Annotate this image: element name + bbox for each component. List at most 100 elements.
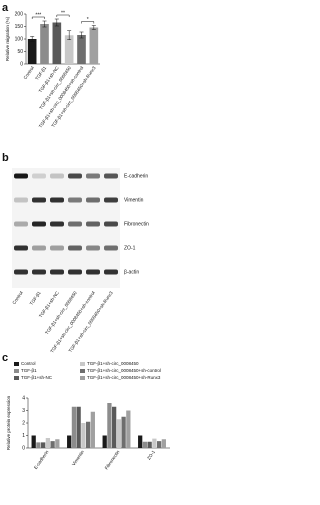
significance-label: *	[87, 17, 89, 23]
error-bar	[30, 36, 35, 42]
protein-label: Fibronectin	[124, 221, 149, 227]
bar	[55, 439, 60, 448]
blot-band	[50, 269, 64, 275]
x-tick-label: TGF-β1+sh-circ_0008450	[44, 290, 78, 335]
error-bar	[54, 18, 59, 27]
y-tick-label: 2	[22, 420, 25, 426]
legend-swatch	[80, 362, 85, 366]
blot-band	[68, 269, 82, 275]
significance-bracket	[31, 16, 45, 19]
y-tick-label: 0	[20, 61, 23, 67]
blot-band	[68, 221, 82, 227]
significance-bracket	[81, 21, 95, 24]
blot-band	[14, 221, 28, 227]
bar	[138, 435, 143, 448]
blot-band	[104, 269, 118, 275]
legend-label: TGF-β1+sh-circ_0008450+sh-control	[87, 368, 161, 373]
legend-swatch	[80, 376, 85, 380]
legend-label: Control	[21, 361, 36, 366]
bar	[81, 423, 86, 448]
panel-label: a	[2, 2, 9, 14]
bar	[76, 406, 81, 448]
blot-band	[50, 197, 64, 203]
bar	[152, 438, 157, 448]
x-tick-label: Control	[11, 290, 23, 305]
legend-swatch	[14, 376, 19, 380]
blot-band	[50, 173, 64, 179]
x-tick-label: ZO-1	[146, 449, 156, 461]
bar	[147, 441, 152, 448]
bar	[156, 441, 162, 448]
bar	[71, 406, 77, 448]
y-tick-label: 100	[15, 36, 24, 42]
bar	[121, 416, 126, 448]
blot-band	[50, 245, 64, 251]
x-tick-label: Vimentin	[71, 449, 85, 467]
bar	[31, 435, 36, 448]
x-tick-label: Fibronectin	[104, 449, 121, 471]
bar	[126, 410, 131, 448]
y-axis-label: Relative migration (%)	[5, 16, 10, 61]
y-tick-label: 50	[17, 49, 23, 55]
blot-band	[14, 269, 28, 275]
blot-band	[32, 269, 46, 275]
bar	[77, 35, 86, 64]
blot-band	[14, 197, 28, 203]
blot-band	[68, 173, 82, 179]
protein-label: β-actin	[124, 269, 139, 275]
y-tick-label: 1	[22, 433, 25, 439]
blot-band	[14, 173, 28, 179]
blot-band	[32, 245, 46, 251]
blot-band	[86, 269, 100, 275]
protein-label: ZO-1	[124, 245, 136, 251]
blot-band	[104, 173, 118, 179]
bar	[41, 442, 46, 448]
bar	[67, 435, 72, 448]
bar	[45, 438, 51, 448]
bar	[90, 411, 95, 448]
legend-label: TGF-β1+sh-circ_0008450+sh-Runx3	[87, 375, 161, 380]
blot-band	[86, 197, 100, 203]
bar	[50, 441, 55, 448]
blot-band	[32, 173, 46, 179]
bar	[52, 22, 62, 64]
protein-label: E-cadherin	[124, 173, 148, 179]
significance-bracket	[56, 14, 70, 17]
blot-band	[32, 197, 46, 203]
bar	[116, 419, 122, 448]
blot-background	[12, 168, 120, 288]
blot-band	[86, 173, 100, 179]
y-tick-label: 200	[15, 11, 24, 17]
y-tick-label: 4	[22, 395, 25, 401]
y-axis-label: Relative protein expression	[6, 395, 11, 450]
blot-band	[32, 221, 46, 227]
blot-band	[86, 245, 100, 251]
panel-label: c	[2, 352, 8, 364]
significance-label: ***	[35, 12, 41, 18]
blot-band	[50, 221, 64, 227]
y-tick-label: 0	[22, 445, 25, 451]
bar	[102, 435, 107, 448]
bar	[27, 39, 37, 64]
legend-swatch	[80, 369, 85, 373]
bar	[107, 403, 112, 448]
y-tick-label: 150	[15, 24, 24, 30]
legend-swatch	[14, 362, 19, 366]
error-bar	[79, 31, 84, 39]
bar	[89, 27, 99, 64]
error-bar	[67, 30, 72, 40]
bar	[36, 442, 41, 448]
legend-swatch	[14, 369, 19, 373]
bar	[85, 421, 91, 448]
blot-band	[14, 245, 28, 251]
figure: a b c 0 50 100 150 200 Relative migration (%)…	[2, 2, 170, 471]
bar	[40, 24, 49, 64]
bar	[161, 439, 166, 448]
legend-label: TGF-β1	[21, 368, 37, 373]
blot-band	[68, 245, 82, 251]
blot-band	[104, 245, 118, 251]
x-tick-label: E-cadherin	[33, 449, 50, 470]
panel-label: b	[2, 152, 9, 164]
bar	[112, 406, 117, 448]
blot-band	[68, 197, 82, 203]
